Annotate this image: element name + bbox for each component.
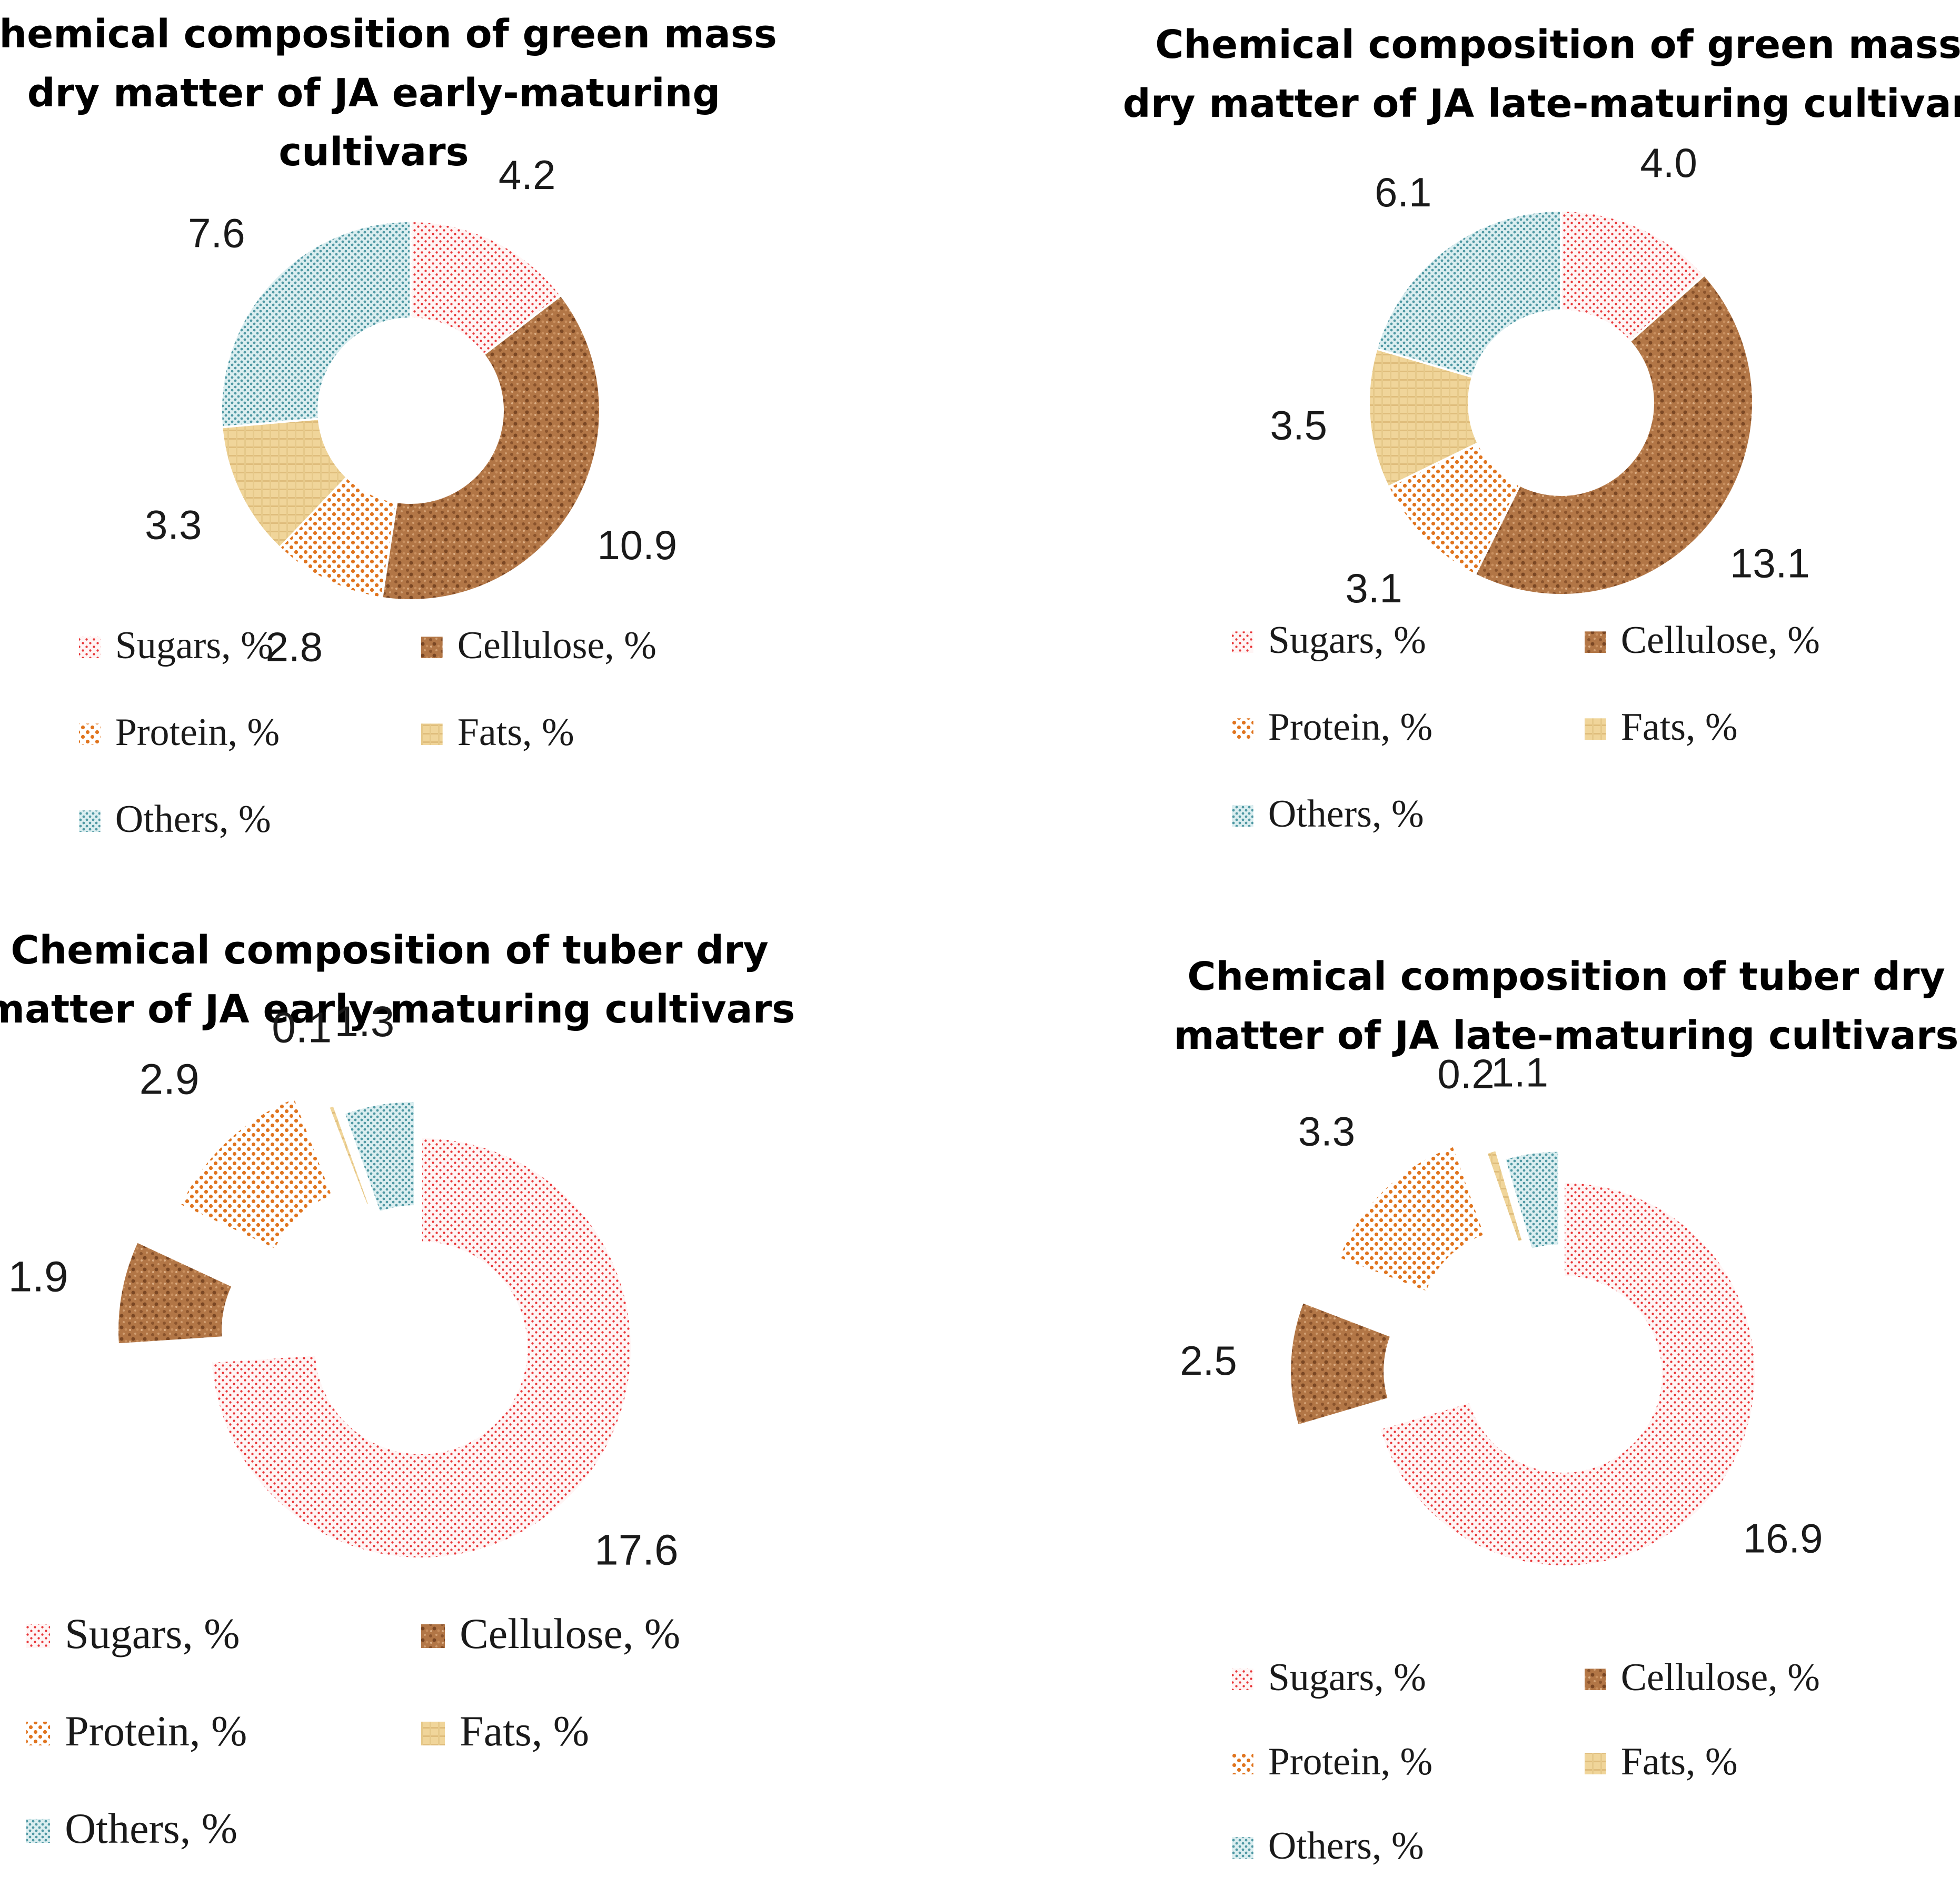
legend-label-protein: Protein, % [1268,706,1432,749]
data-label-protein: 2.8 [266,624,323,670]
slice-cellulose [380,294,601,601]
data-label-others: 6.1 [1375,169,1431,215]
legend-label-sugars: Sugars, % [1268,619,1426,662]
chart-title-line: cultivars [278,130,469,175]
legend-label-others: Others, % [1268,1824,1424,1868]
legend-swatch-others [26,1819,51,1843]
legend-swatch-protein [1232,718,1253,740]
data-label-sugars: 4.0 [1640,140,1697,186]
data-label-others: 1.1 [1491,1049,1548,1095]
chart-title-line: matter of JA late-maturing cultivars [1174,1013,1959,1058]
chart-title-line: Chemical composition of green mass [0,12,777,57]
chart-title-line: dry matter of JA late-maturing cultivars [1123,81,1960,126]
slice-sugars [410,220,563,356]
legend-label-protein: Protein, % [65,1707,247,1755]
data-label-sugars: 16.9 [1743,1515,1823,1561]
legend-label-cellulose: Cellulose, % [457,624,656,667]
data-label-fats: 3.5 [1270,402,1327,448]
slice-others [1375,209,1562,379]
legend-label-sugars: Sugars, % [115,624,273,667]
data-label-others: 7.6 [188,210,245,256]
chart-title-line: Chemical composition of green mass [1155,22,1960,67]
legend-label-others: Others, % [1268,792,1424,836]
data-label-protein: 3.3 [1298,1108,1355,1154]
slice-sugars [1560,209,1706,343]
slice-protein [178,1096,334,1252]
legend-swatch-fats [1585,1753,1606,1774]
chart-title-line: Chemical composition of tuber dry [11,928,769,973]
legend-label-protein: Protein, % [115,711,280,754]
chart-2: Chemical composition of green mass dry ma… [1123,22,1960,836]
legend-label-others: Others, % [65,1804,237,1852]
data-label-fats: 0.1 [272,1004,332,1052]
legend-swatch-cellulose [421,637,443,658]
slice-fats [327,1104,371,1207]
legend-swatch-sugars [79,637,101,658]
legend-swatch-sugars [26,1624,51,1648]
legend-swatch-protein [1232,1753,1253,1774]
legend-swatch-cellulose [421,1624,445,1648]
slice-others [342,1100,416,1214]
legend-swatch-others [79,810,101,832]
legend-label-fats: Fats, % [457,711,574,754]
slice-cellulose [1474,273,1754,596]
legend-label-cellulose: Cellulose, % [1621,619,1820,662]
legend-swatch-fats [421,723,443,745]
slice-fats [1485,1148,1525,1244]
slice-cellulose [1289,1301,1392,1427]
slice-fats [1368,348,1480,489]
legend-swatch-protein [26,1721,51,1745]
legend-swatch-cellulose [1585,631,1606,653]
data-label-cellulose: 13.1 [1730,540,1810,586]
chart-1: Chemical composition of green mass dry ma… [0,12,777,841]
legend-swatch-sugars [1232,1669,1253,1690]
chart-title-line: Chemical composition of tuber dry [1187,954,1945,999]
slice-sugars [1378,1180,1757,1567]
data-label-cellulose: 1.9 [8,1253,68,1301]
legend-swatch-sugars [1232,631,1253,653]
slice-cellulose [116,1240,234,1346]
legend-label-sugars: Sugars, % [1268,1656,1426,1699]
chart-title-line: dry matter of JA early-maturing [27,71,721,116]
slice-sugars [210,1136,633,1560]
legend-label-sugars: Sugars, % [65,1610,240,1657]
legend-label-fats: Fats, % [460,1707,589,1755]
data-label-cellulose: 10.9 [597,522,677,568]
legend-label-cellulose: Cellulose, % [460,1610,680,1657]
legend-label-cellulose: Cellulose, % [1621,1656,1820,1699]
data-label-sugars: 4.2 [499,152,555,198]
data-label-fats: 0.2 [1437,1051,1494,1097]
data-label-protein: 3.1 [1345,565,1402,611]
slice-protein [1337,1144,1487,1294]
legend-swatch-protein [79,723,101,745]
legend-swatch-fats [421,1721,445,1745]
legend-label-fats: Fats, % [1621,1740,1738,1783]
slice-others [1503,1149,1560,1251]
legend-label-protein: Protein, % [1268,1740,1432,1783]
data-label-others: 1.3 [334,998,394,1046]
legend-swatch-fats [1585,718,1606,740]
slice-others [220,220,412,429]
legend-label-others: Others, % [115,798,271,841]
chart-3: Chemical composition of tuber dry matter … [0,928,795,1852]
data-label-sugars: 17.6 [594,1526,679,1574]
legend-label-fats: Fats, % [1621,706,1738,749]
chart-title-line: matter of JA early-maturing cultivars [0,987,795,1032]
data-label-protein: 2.9 [140,1056,200,1104]
data-label-fats: 3.3 [145,502,202,548]
legend-swatch-cellulose [1585,1669,1606,1690]
legend-swatch-others [1232,1837,1253,1859]
slice-fats [221,418,349,549]
legend-swatch-others [1232,805,1253,827]
chart-4: Chemical composition of tuber dry matter … [1174,954,1959,1868]
data-label-cellulose: 2.5 [1180,1337,1237,1384]
